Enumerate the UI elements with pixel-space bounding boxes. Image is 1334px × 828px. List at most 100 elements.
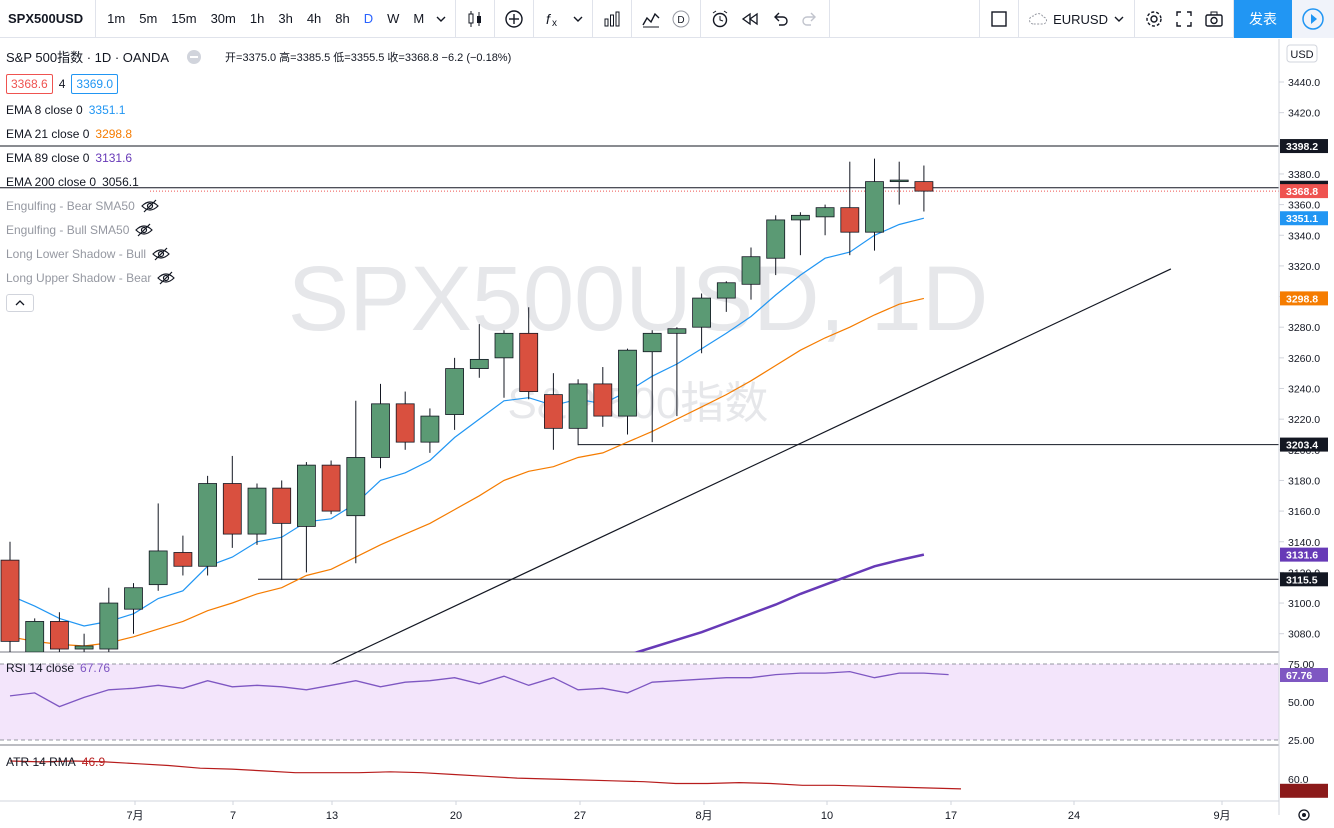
- time-tick-label: 13: [326, 810, 338, 822]
- atr-badge: [1280, 783, 1328, 798]
- atr-label[interactable]: ATR 14 RMA: [6, 755, 76, 769]
- candle-body: [420, 415, 440, 443]
- indicator-row[interactable]: EMA 21 close 0 3298.8: [6, 122, 511, 146]
- replay-rewind-icon[interactable]: [735, 4, 765, 34]
- candle-body: [766, 219, 786, 259]
- time-tick-label: 17: [945, 810, 957, 822]
- candle-body: [395, 403, 415, 443]
- indicator-row[interactable]: EMA 8 close 0 3351.1: [6, 98, 511, 122]
- svg-text:3351.1: 3351.1: [1286, 213, 1318, 225]
- templates-icon[interactable]: [636, 4, 666, 34]
- candles-icon[interactable]: [460, 4, 490, 34]
- candle-body: [544, 394, 563, 429]
- style-badge-icon[interactable]: D: [666, 4, 696, 34]
- price-axis[interactable]: USD3440.03420.03400.03380.03360.03340.03…: [1278, 39, 1334, 815]
- symbol-search-button[interactable]: SPX500USD: [0, 0, 97, 38]
- fullscreen-icon[interactable]: [1169, 4, 1199, 34]
- interval-8h[interactable]: 8h: [335, 11, 350, 26]
- gear-icon[interactable]: [1139, 4, 1169, 34]
- candle-body: [791, 214, 810, 221]
- price-badge: 3368.8: [1280, 184, 1328, 199]
- indicator-row[interactable]: EMA 89 close 0 3131.6: [6, 146, 511, 170]
- ema-line-ema-21: [9, 297, 925, 647]
- indicator-value: 3298.8: [95, 127, 133, 141]
- chevron-down-icon[interactable]: [1108, 4, 1130, 34]
- candle-body: [173, 552, 193, 567]
- compare-symbol-label[interactable]: EURUSD: [1053, 11, 1108, 27]
- interval-30m[interactable]: 30m: [210, 11, 236, 26]
- minus-circle-icon[interactable]: [187, 49, 202, 64]
- bar-chart-icon[interactable]: [597, 4, 627, 34]
- buy-button[interactable]: 3369.0: [71, 74, 119, 94]
- legend-title[interactable]: S&P 500指数 · 1D · OANDA: [6, 50, 170, 65]
- interval-D[interactable]: D: [363, 11, 374, 26]
- compare-symbol-group: EURUSD: [1019, 0, 1135, 38]
- interval-M[interactable]: M: [413, 11, 425, 26]
- eye-hidden-icon[interactable]: [152, 247, 170, 261]
- play-icon[interactable]: [1292, 0, 1334, 38]
- interval-15m[interactable]: 15m: [171, 11, 197, 26]
- pattern-row[interactable]: Engulfing - Bear SMA50: [6, 194, 511, 218]
- compare-plus-icon[interactable]: [499, 4, 529, 34]
- pattern-row[interactable]: Long Lower Shadow - Bull: [6, 242, 511, 266]
- collapse-legend-button[interactable]: [6, 294, 34, 312]
- interval-5m[interactable]: 5m: [139, 11, 158, 26]
- atr-legend: ATR 14 RMA 46.9: [6, 755, 105, 769]
- eye-hidden-icon[interactable]: [140, 199, 159, 213]
- candle-body: [50, 621, 69, 650]
- time-tick-label: 9月: [1213, 810, 1230, 822]
- svg-text:3131.6: 3131.6: [1286, 550, 1318, 562]
- indicator-row[interactable]: EMA 200 close 0 3056.1: [6, 170, 511, 194]
- eye-hidden-icon[interactable]: [135, 223, 154, 237]
- undo-icon[interactable]: [765, 4, 795, 34]
- rsi-label[interactable]: RSI 14 close: [6, 661, 75, 675]
- candle-body: [519, 332, 539, 392]
- price-tick-label: 3080.0: [1288, 629, 1320, 641]
- interval-1h[interactable]: 1h: [249, 11, 265, 26]
- price-tick-label: 3160.0: [1288, 506, 1320, 518]
- legend-title-row: S&P 500指数 · 1D · OANDA 开=3375.0 高=3385.5…: [6, 47, 511, 66]
- chart-legend: S&P 500指数 · 1D · OANDA 开=3375.0 高=3385.5…: [6, 47, 511, 312]
- publish-button[interactable]: 发表: [1234, 0, 1292, 38]
- layout-square-icon[interactable]: [984, 4, 1014, 34]
- time-tick-label: 27: [574, 810, 586, 822]
- gear-icon[interactable]: [1298, 809, 1310, 821]
- eye-hidden-icon[interactable]: [157, 271, 176, 285]
- horizontal-lines[interactable]: [0, 145, 1279, 580]
- sell-button[interactable]: 3368.6: [6, 74, 53, 94]
- interval-W[interactable]: W: [387, 11, 400, 26]
- pattern-row[interactable]: Long Upper Shadow - Bear: [6, 266, 511, 290]
- price-tick-label: 3260.0: [1288, 353, 1320, 365]
- indicator-value: 3056.1: [102, 175, 139, 189]
- alarm-clock-icon[interactable]: [705, 4, 735, 34]
- svg-text:67.76: 67.76: [1286, 670, 1312, 682]
- rsi-pane: [0, 663, 1279, 741]
- indicator-label: EMA 21 close 0: [6, 127, 90, 141]
- currency-label[interactable]: USD: [1290, 49, 1313, 61]
- cloud-icon[interactable]: [1023, 4, 1053, 34]
- interval-1m[interactable]: 1m: [107, 11, 126, 26]
- price-badge: 3115.5: [1280, 572, 1328, 587]
- price-tick-label: 3180.0: [1288, 475, 1320, 487]
- price-badge: 3298.8: [1280, 291, 1328, 306]
- time-axis[interactable]: 7月 7 13 20 27 8月 10 17 24 9月: [126, 801, 1310, 822]
- redo-icon[interactable]: [795, 4, 825, 34]
- indicator-label: EMA 8 close 0: [6, 103, 83, 117]
- camera-icon[interactable]: [1199, 4, 1229, 34]
- chevron-down-icon[interactable]: [568, 4, 588, 34]
- pattern-row[interactable]: Engulfing - Bull SMA50: [6, 218, 511, 242]
- pattern-label: Long Upper Shadow - Bear: [6, 271, 152, 285]
- trend-line[interactable]: [330, 268, 1172, 665]
- candle-body: [272, 487, 292, 524]
- trend-line-segment[interactable]: [330, 268, 1172, 665]
- ema-line-ema-8: [9, 217, 925, 627]
- interval-3h[interactable]: 3h: [278, 11, 293, 26]
- interval-4h[interactable]: 4h: [306, 11, 322, 26]
- candle-body: [99, 602, 119, 650]
- chevron-down-icon[interactable]: [431, 4, 451, 34]
- candle-body: [642, 332, 662, 353]
